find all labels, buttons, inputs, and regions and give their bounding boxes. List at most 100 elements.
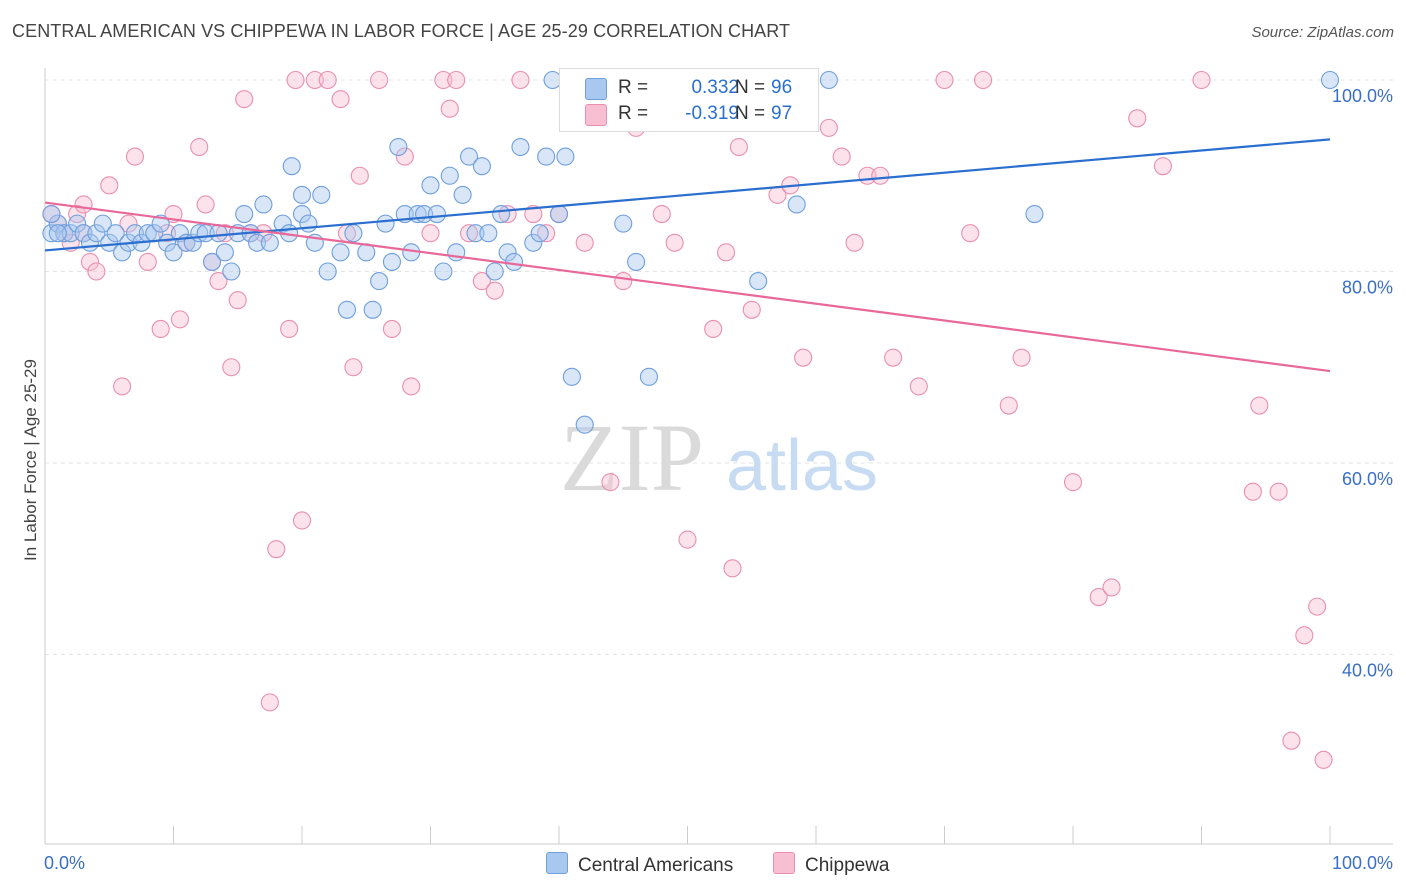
tick-labels: 40.0% 60.0% 80.0% 100.0% 0.0% 100.0% <box>44 86 1393 873</box>
grid-lines <box>45 79 1393 655</box>
chippewa-point <box>280 319 299 339</box>
central-americans-point <box>1025 205 1044 224</box>
chippewa-point <box>196 195 215 214</box>
chippewa-point <box>1192 70 1211 90</box>
chippewa-point <box>537 224 556 243</box>
central-americans-point <box>203 252 222 271</box>
central-americans-point <box>485 262 504 281</box>
chippewa-point <box>434 70 453 90</box>
chippewa-point <box>524 205 543 224</box>
chippewa-point <box>742 300 761 319</box>
central-americans-point <box>68 214 87 233</box>
chippewa-point <box>1128 109 1147 128</box>
central-americans-point <box>453 185 472 204</box>
chippewa-point <box>190 137 209 157</box>
legend-label: Chippewa <box>805 855 890 876</box>
chippewa-point <box>909 377 928 396</box>
chippewa-point <box>723 559 742 578</box>
x-tick-label: 0.0% <box>44 853 85 873</box>
chippewa-point <box>485 281 504 300</box>
chippewa-point <box>382 319 402 339</box>
chippewa-point <box>100 176 119 195</box>
chippewa-points <box>42 70 1333 769</box>
central-americans-point <box>215 243 234 262</box>
legend-swatch-pink <box>773 852 795 874</box>
central-americans-point <box>382 252 402 271</box>
legend-r-value: -0.319 <box>685 103 739 124</box>
central-americans-point <box>459 147 479 166</box>
chippewa-point <box>350 166 369 185</box>
chippewa-point <box>614 272 633 291</box>
central-americans-point <box>247 233 267 252</box>
trend-lines <box>44 138 1331 373</box>
legend-n-label: N = <box>735 77 766 98</box>
chippewa-point <box>678 530 697 549</box>
central-americans-point <box>55 224 74 243</box>
chippewa-point <box>68 205 87 224</box>
chippewa-point <box>421 224 440 243</box>
chippewa-point <box>74 195 93 214</box>
chippewa-point <box>845 233 864 252</box>
chippewa-point <box>170 310 189 329</box>
central-americans-point <box>504 252 524 271</box>
chippewa-point <box>87 262 106 281</box>
central-americans-point <box>639 367 659 386</box>
chippewa-point <box>704 319 723 339</box>
central-americans-point <box>337 300 357 319</box>
central-americans-point <box>254 195 273 214</box>
central-americans-point <box>492 205 511 224</box>
chippewa-point <box>794 348 813 367</box>
y-tick-label: 80.0% <box>1342 278 1393 298</box>
central-americans-point <box>222 262 241 281</box>
central-americans-point <box>292 205 312 224</box>
chippewa-point <box>260 693 279 712</box>
central-americans-point <box>427 205 446 224</box>
central-americans-point <box>363 300 382 319</box>
y-tick-label: 60.0% <box>1342 469 1393 489</box>
central-americans-point <box>273 214 292 233</box>
chippewa-point <box>459 224 479 243</box>
central-americans-point <box>440 166 459 185</box>
y-tick-label: 100.0% <box>1332 86 1393 106</box>
chippewa-point <box>1282 731 1301 750</box>
chippewa-point <box>999 396 1018 415</box>
chippewa-point <box>447 70 466 90</box>
chippewa-point <box>1308 597 1327 616</box>
chippewa-point <box>440 99 459 118</box>
chippewa-point <box>331 90 350 109</box>
chippewa-point <box>267 540 286 559</box>
central-americans-point <box>787 195 806 214</box>
central-americans-trend-line <box>44 138 1331 252</box>
legend-item-chippewa: Chippewa <box>773 852 890 877</box>
central-americans-point <box>100 233 119 252</box>
watermark-atlas: atlas <box>726 426 878 506</box>
chippewa-point <box>665 233 684 252</box>
chippewa-point <box>370 70 389 90</box>
chippewa-point <box>819 118 838 137</box>
central-americans-point <box>749 272 768 291</box>
chippewa-point <box>1243 482 1262 501</box>
chippewa-point <box>113 377 132 396</box>
central-americans-point <box>627 252 646 271</box>
chippewa-point <box>119 214 138 233</box>
chippewa-point <box>80 252 100 271</box>
central-americans-point <box>235 205 254 224</box>
legend-r-label: R = <box>618 103 649 124</box>
central-americans-point <box>48 224 67 243</box>
central-americans-point <box>556 147 575 166</box>
legend-n-label: N = <box>735 103 766 124</box>
chippewa-point <box>716 243 736 262</box>
legend-r-label: R = <box>618 77 649 98</box>
chart-title: CENTRAL AMERICAN VS CHIPPEWA IN LABOR FO… <box>12 21 791 41</box>
chippewa-point <box>935 70 954 90</box>
chippewa-point <box>961 224 980 243</box>
central-americans-point <box>42 224 61 243</box>
central-americans-point <box>106 224 125 243</box>
chippewa-point <box>652 205 671 224</box>
chippewa-point <box>1250 396 1269 415</box>
central-americans-point <box>164 243 183 262</box>
watermark-zip: ZIP <box>560 404 704 511</box>
legend-swatch-blue <box>546 852 568 874</box>
chippewa-point <box>209 272 228 291</box>
chippewa-point <box>318 70 337 90</box>
